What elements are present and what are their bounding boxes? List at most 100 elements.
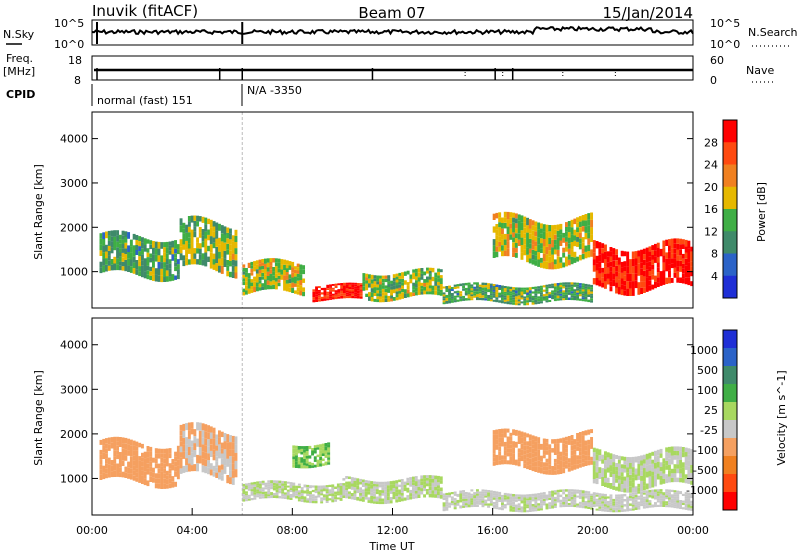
echo-cell: [285, 283, 289, 288]
echo-cell: [498, 295, 502, 298]
echo-cell: [250, 289, 254, 293]
echo-cell: [565, 246, 568, 252]
echo-cell: [559, 289, 563, 292]
echo-cell: [303, 484, 307, 488]
echo-cell: [328, 498, 332, 501]
echo-cell: [320, 487, 324, 490]
echo-cell: [255, 282, 259, 287]
echo-cell: [545, 503, 549, 507]
echo-cell: [654, 497, 657, 500]
echo-cell: [231, 253, 235, 260]
echo-cell: [160, 484, 164, 489]
echo-cell: [311, 501, 315, 504]
echo-cell: [373, 501, 376, 504]
echo-cell: [312, 297, 316, 300]
echo-cell: [487, 289, 491, 293]
echo-cell: [690, 493, 693, 496]
echo-cell: [270, 486, 274, 490]
echo-cell: [559, 223, 563, 230]
echo-cell: [481, 282, 485, 286]
echo-cell: [573, 218, 577, 225]
echo-cell: [204, 445, 208, 453]
echo-cell: [545, 293, 549, 296]
echo-cell: [656, 467, 660, 474]
echo-cell: [517, 227, 521, 234]
echo-cell: [415, 276, 418, 281]
echo-cell: [124, 449, 128, 456]
echo-cell: [286, 491, 290, 494]
echo-cell: [386, 500, 390, 504]
echo-cell: [272, 487, 276, 491]
echo-cell: [118, 248, 122, 253]
echo-cell: [412, 496, 415, 499]
echo-cell: [295, 488, 299, 491]
echo-cell: [631, 492, 635, 495]
echo-cell: [587, 213, 591, 220]
freq-label-line1: Freq.: [6, 52, 33, 65]
echo-cell: [258, 493, 262, 497]
echo-cell: [426, 279, 429, 283]
echo-cell: [459, 499, 463, 503]
echo-cell: [542, 231, 546, 239]
echo-cell: [501, 437, 504, 443]
echo-cell: [601, 253, 605, 258]
echo-cell: [587, 439, 591, 445]
echo-cell: [651, 264, 655, 270]
echo-cell: [640, 249, 644, 256]
echo-cell: [168, 245, 172, 251]
echo-cell: [381, 484, 385, 488]
echo-cell: [409, 274, 413, 279]
echo-cell: [545, 254, 549, 262]
echo-cell: [492, 213, 496, 220]
echo-cell: [690, 261, 693, 267]
echo-cell: [325, 485, 329, 488]
echo-cell: [256, 489, 260, 492]
echo-cell: [640, 465, 644, 471]
echo-cell: [171, 274, 175, 281]
echo-cell: [152, 254, 155, 261]
echo-cell: [629, 498, 632, 501]
echo-cell: [514, 494, 518, 497]
echo-cell: [157, 483, 161, 489]
echo-cell: [314, 488, 318, 491]
echo-cell: [548, 469, 552, 475]
echo-cell: [116, 230, 120, 236]
echo-cell: [247, 486, 251, 489]
echo-cell: [476, 500, 479, 503]
echo-cell: [517, 291, 521, 294]
echo-cell: [163, 262, 167, 268]
echo-cell: [476, 288, 479, 292]
echo-cell: [578, 492, 582, 496]
echo-cell: [626, 288, 630, 296]
echo-cell: [484, 491, 488, 494]
echo-cell: [520, 295, 524, 298]
echo-cell: [676, 477, 680, 483]
echo-cell: [542, 246, 546, 254]
echo-cell: [329, 293, 333, 295]
echo-cell: [434, 285, 438, 291]
echo-cell: [534, 226, 538, 232]
echo-cell: [231, 259, 235, 266]
echo-cell: [670, 498, 674, 501]
echo-cell: [395, 285, 399, 289]
echo-cell: [129, 439, 133, 446]
echo-cell: [450, 293, 454, 295]
echo-cell: [570, 455, 574, 461]
echo-cell: [121, 239, 125, 244]
echo-cell: [528, 219, 532, 224]
echo-cell: [121, 230, 125, 236]
echo-cell: [351, 293, 355, 296]
echo-cell: [584, 252, 588, 259]
echo-cell: [264, 493, 268, 496]
echo-cell: [212, 454, 216, 461]
echo-cell: [182, 228, 186, 234]
echo-cell: [378, 501, 382, 505]
echo-cell: [229, 233, 232, 240]
echo-cell: [288, 287, 292, 293]
echo-cell: [267, 482, 271, 485]
echo-cell: [679, 464, 683, 469]
echo-cell: [312, 289, 316, 292]
echo-cell: [428, 279, 432, 283]
echo-cell: [526, 441, 530, 446]
